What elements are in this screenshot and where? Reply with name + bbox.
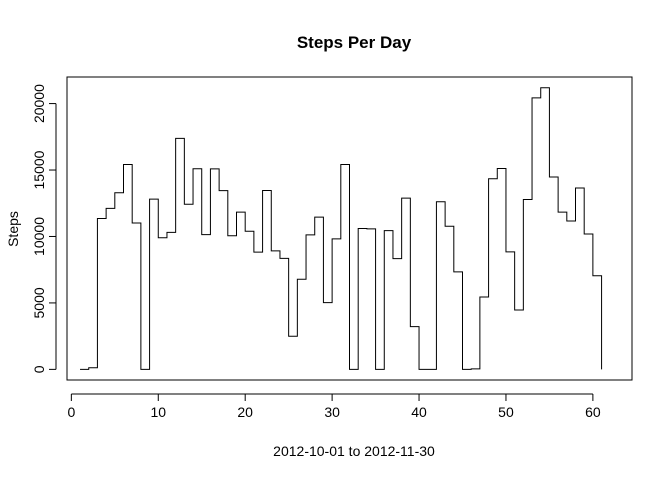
x-tick-label: 10 <box>150 404 166 420</box>
x-tick-label: 60 <box>585 404 601 420</box>
x-tick-label: 0 <box>67 404 75 420</box>
x-tick-label: 20 <box>237 404 253 420</box>
x-axis-label: 2012-10-01 to 2012-11-30 <box>273 443 435 459</box>
y-tick-label: 10000 <box>31 217 47 256</box>
y-tick-label: 0 <box>31 365 47 373</box>
y-axis-label: Steps <box>5 211 21 247</box>
y-tick-label: 5000 <box>31 287 47 318</box>
x-tick-label: 50 <box>498 404 514 420</box>
data-series-steps <box>80 87 603 370</box>
x-tick-label: 40 <box>411 404 427 420</box>
y-tick-label: 15000 <box>31 150 47 189</box>
x-tick-label: 30 <box>324 404 340 420</box>
x-axis: 0 10 20 30 40 50 60 <box>67 393 601 420</box>
chart-title: Steps Per Day <box>297 33 412 52</box>
y-axis: 0 5000 10000 15000 20000 <box>31 84 57 373</box>
y-tick-label: 20000 <box>31 84 47 123</box>
plot-box <box>66 76 633 381</box>
